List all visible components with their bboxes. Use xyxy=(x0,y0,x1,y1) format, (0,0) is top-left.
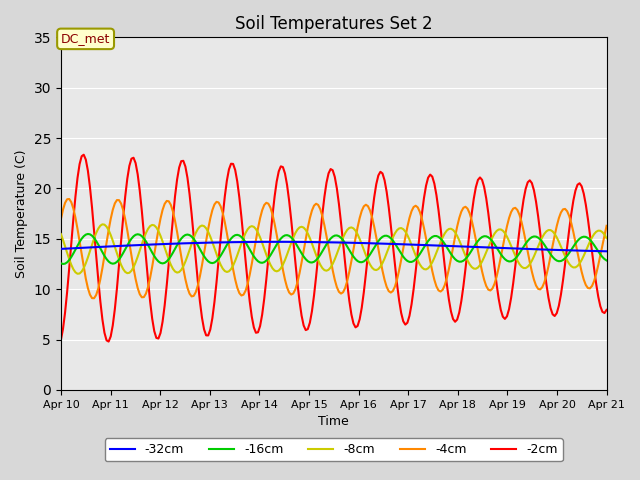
X-axis label: Time: Time xyxy=(318,415,349,428)
Y-axis label: Soil Temperature (C): Soil Temperature (C) xyxy=(15,149,28,278)
Title: Soil Temperatures Set 2: Soil Temperatures Set 2 xyxy=(235,15,433,33)
Text: DC_met: DC_met xyxy=(61,32,110,46)
Legend: -32cm, -16cm, -8cm, -4cm, -2cm: -32cm, -16cm, -8cm, -4cm, -2cm xyxy=(104,438,563,461)
